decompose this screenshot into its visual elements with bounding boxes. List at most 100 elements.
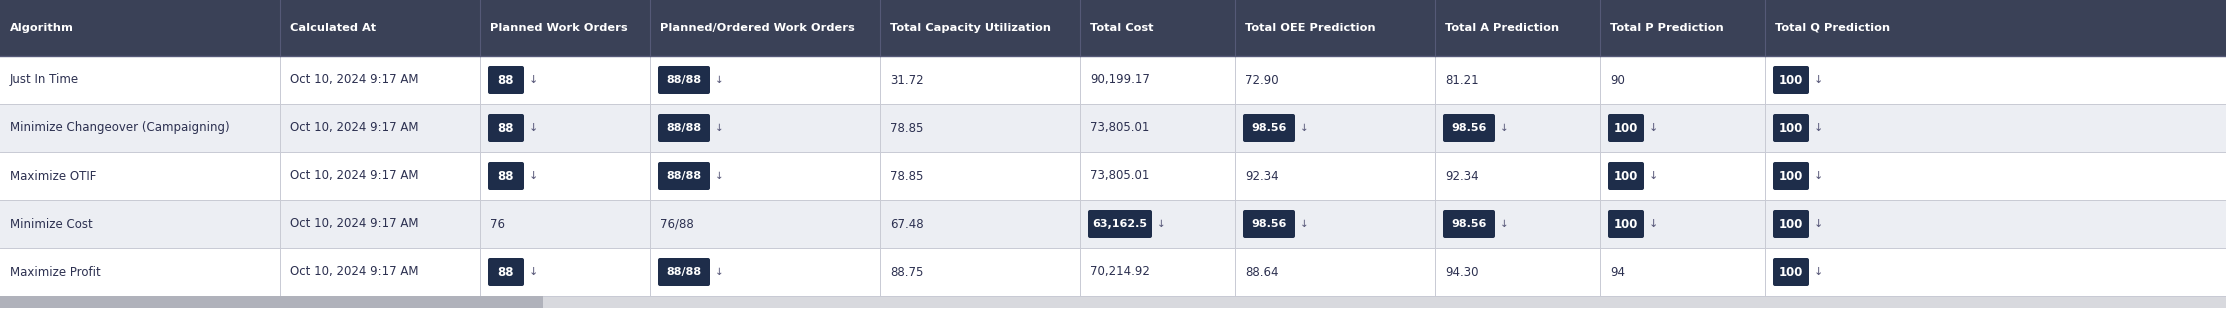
Text: 31.72: 31.72	[890, 73, 924, 86]
Text: ↓: ↓	[1814, 171, 1823, 181]
Text: Just In Time: Just In Time	[9, 73, 80, 86]
Text: Planned/Ordered Work Orders: Planned/Ordered Work Orders	[659, 23, 855, 33]
Text: Oct 10, 2024 9:17 AM: Oct 10, 2024 9:17 AM	[289, 73, 418, 86]
Text: 70,214.92: 70,214.92	[1091, 266, 1151, 279]
Text: 94.30: 94.30	[1445, 266, 1478, 279]
Text: Minimize Changeover (Campaigning): Minimize Changeover (Campaigning)	[9, 122, 229, 134]
Text: ↓: ↓	[1158, 219, 1166, 229]
Text: 73,805.01: 73,805.01	[1091, 170, 1149, 182]
FancyBboxPatch shape	[659, 114, 710, 142]
Text: Oct 10, 2024 9:17 AM: Oct 10, 2024 9:17 AM	[289, 170, 418, 182]
Text: ↓: ↓	[1649, 219, 1658, 229]
FancyBboxPatch shape	[487, 162, 523, 190]
Text: 90: 90	[1609, 73, 1625, 86]
Text: 67.48: 67.48	[890, 218, 924, 230]
Bar	[0, 248, 2226, 296]
Text: ↓: ↓	[530, 267, 539, 277]
Text: Oct 10, 2024 9:17 AM: Oct 10, 2024 9:17 AM	[289, 266, 418, 279]
FancyBboxPatch shape	[1607, 162, 1645, 190]
Text: 63,162.5: 63,162.5	[1093, 219, 1146, 229]
FancyBboxPatch shape	[1772, 114, 1810, 142]
Text: 100: 100	[1614, 122, 1638, 134]
FancyBboxPatch shape	[1089, 210, 1153, 238]
Text: 98.56: 98.56	[1451, 219, 1487, 229]
Text: 100: 100	[1779, 266, 1803, 279]
Text: 73,805.01: 73,805.01	[1091, 122, 1149, 134]
Text: ↓: ↓	[715, 75, 723, 85]
Text: Algorithm: Algorithm	[9, 23, 73, 33]
Text: 94: 94	[1609, 266, 1625, 279]
Text: Total P Prediction: Total P Prediction	[1609, 23, 1723, 33]
Text: 76: 76	[490, 218, 505, 230]
FancyBboxPatch shape	[487, 114, 523, 142]
Text: 98.56: 98.56	[1251, 219, 1287, 229]
Text: ↓: ↓	[1649, 171, 1658, 181]
Text: Total OEE Prediction: Total OEE Prediction	[1244, 23, 1376, 33]
Text: Total Capacity Utilization: Total Capacity Utilization	[890, 23, 1051, 33]
Text: 81.21: 81.21	[1445, 73, 1478, 86]
Text: ↓: ↓	[1300, 219, 1309, 229]
Text: 88/88: 88/88	[666, 75, 701, 85]
Text: ↓: ↓	[1649, 123, 1658, 133]
Text: 92.34: 92.34	[1445, 170, 1478, 182]
FancyBboxPatch shape	[487, 66, 523, 94]
Text: ↓: ↓	[530, 75, 539, 85]
Text: 92.34: 92.34	[1244, 170, 1278, 182]
Text: 88: 88	[499, 122, 514, 134]
Text: Maximize Profit: Maximize Profit	[9, 266, 100, 279]
FancyBboxPatch shape	[659, 66, 710, 94]
FancyBboxPatch shape	[487, 258, 523, 286]
Text: 76/88: 76/88	[659, 218, 695, 230]
Text: ↓: ↓	[1500, 219, 1509, 229]
Text: 88/88: 88/88	[666, 267, 701, 277]
Bar	[0, 296, 2226, 308]
Text: 100: 100	[1779, 218, 1803, 230]
Text: 98.56: 98.56	[1251, 123, 1287, 133]
FancyBboxPatch shape	[1442, 210, 1496, 238]
Text: 88/88: 88/88	[666, 123, 701, 133]
Bar	[0, 152, 2226, 200]
Bar	[0, 56, 2226, 104]
Bar	[0, 0, 2226, 56]
Text: 72.90: 72.90	[1244, 73, 1278, 86]
Text: 78.85: 78.85	[890, 122, 924, 134]
Bar	[0, 104, 2226, 152]
Text: 100: 100	[1614, 170, 1638, 182]
Text: 78.85: 78.85	[890, 170, 924, 182]
Text: Total A Prediction: Total A Prediction	[1445, 23, 1558, 33]
FancyBboxPatch shape	[1607, 210, 1645, 238]
Text: 100: 100	[1779, 73, 1803, 86]
Text: Maximize OTIF: Maximize OTIF	[9, 170, 96, 182]
Text: Total Q Prediction: Total Q Prediction	[1774, 23, 1890, 33]
Text: Calculated At: Calculated At	[289, 23, 376, 33]
Text: ↓: ↓	[1814, 267, 1823, 277]
Text: ↓: ↓	[1814, 123, 1823, 133]
FancyBboxPatch shape	[1772, 258, 1810, 286]
Text: ↓: ↓	[1814, 75, 1823, 85]
Text: ↓: ↓	[715, 267, 723, 277]
FancyBboxPatch shape	[1442, 114, 1496, 142]
FancyBboxPatch shape	[659, 162, 710, 190]
Text: 88: 88	[499, 170, 514, 182]
FancyBboxPatch shape	[1772, 210, 1810, 238]
FancyBboxPatch shape	[1772, 162, 1810, 190]
Text: ↓: ↓	[1500, 123, 1509, 133]
Bar	[0, 296, 543, 308]
Text: 90,199.17: 90,199.17	[1091, 73, 1151, 86]
Text: 98.56: 98.56	[1451, 123, 1487, 133]
Text: 88.75: 88.75	[890, 266, 924, 279]
Text: Oct 10, 2024 9:17 AM: Oct 10, 2024 9:17 AM	[289, 218, 418, 230]
Text: 88: 88	[499, 73, 514, 86]
Text: ↓: ↓	[715, 171, 723, 181]
Text: 100: 100	[1779, 170, 1803, 182]
FancyBboxPatch shape	[1772, 66, 1810, 94]
Bar	[0, 200, 2226, 248]
Text: 88: 88	[499, 266, 514, 279]
Text: Total Cost: Total Cost	[1091, 23, 1153, 33]
Text: ↓: ↓	[1300, 123, 1309, 133]
Text: 100: 100	[1614, 218, 1638, 230]
Text: Planned Work Orders: Planned Work Orders	[490, 23, 628, 33]
Text: 88.64: 88.64	[1244, 266, 1278, 279]
Text: ↓: ↓	[1814, 219, 1823, 229]
Text: ↓: ↓	[530, 171, 539, 181]
